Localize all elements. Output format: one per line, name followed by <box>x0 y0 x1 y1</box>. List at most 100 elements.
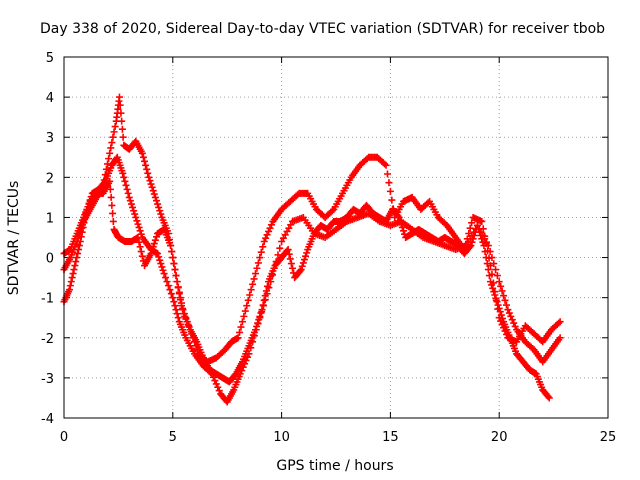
data-point <box>139 153 147 161</box>
data-point <box>111 123 119 131</box>
data-point <box>120 173 128 181</box>
data-point <box>508 316 516 324</box>
data-point <box>149 187 157 195</box>
data-point <box>556 334 564 342</box>
data-point <box>214 383 222 391</box>
data-point <box>482 254 490 262</box>
data-point <box>284 246 292 254</box>
data-point <box>483 260 491 268</box>
data-point <box>300 256 308 264</box>
data-point <box>149 243 157 251</box>
data-point <box>151 193 159 201</box>
data-point <box>259 301 267 309</box>
data-point <box>145 173 153 181</box>
data-point <box>250 275 258 283</box>
data-point <box>133 217 141 225</box>
data-point <box>154 200 162 208</box>
data-point <box>124 189 132 197</box>
data-point <box>107 144 115 152</box>
data-point <box>163 278 171 286</box>
series-tbob-track-c <box>60 177 553 402</box>
data-point <box>302 252 310 260</box>
data-point <box>121 177 129 185</box>
data-point <box>108 139 116 147</box>
data-point <box>256 312 264 320</box>
data-point <box>328 207 336 215</box>
data-point <box>254 319 262 327</box>
data-point <box>212 380 220 388</box>
data-point <box>481 248 489 256</box>
data-point <box>396 217 404 225</box>
y-tick-label: 3 <box>46 131 54 146</box>
data-point <box>467 242 475 250</box>
data-point <box>152 233 160 241</box>
data-point <box>73 254 81 262</box>
data-point <box>130 207 138 215</box>
data-point <box>486 278 494 286</box>
data-point <box>244 296 252 304</box>
data-point <box>74 250 82 258</box>
data-point <box>241 307 249 315</box>
x-tick-label: 20 <box>491 430 508 445</box>
x-tick-label: 0 <box>60 430 68 445</box>
data-point <box>480 242 488 250</box>
data-point <box>215 387 223 395</box>
data-point <box>243 302 251 310</box>
x-axis-label: GPS time / hours <box>276 458 393 474</box>
data-point <box>287 260 295 268</box>
data-point <box>492 266 500 274</box>
data-point <box>504 306 512 314</box>
data-point <box>168 248 176 256</box>
data-point <box>253 322 261 330</box>
y-tick-label: -1 <box>41 292 54 307</box>
data-point <box>462 240 470 248</box>
data-point <box>170 260 178 268</box>
data-point <box>394 212 402 220</box>
data-point <box>104 160 112 168</box>
data-point <box>160 270 168 278</box>
data-point <box>169 294 177 302</box>
data-point <box>136 243 144 251</box>
data-point <box>266 224 274 232</box>
data-point <box>493 272 501 280</box>
data-point <box>470 231 478 239</box>
data-point <box>556 318 564 326</box>
data-point <box>238 318 246 326</box>
data-point <box>148 246 156 254</box>
data-point <box>381 160 389 168</box>
data-point <box>492 294 500 302</box>
axis-ticks: 0 5 10 15 20 25 -4 -3 -2 -1 0 1 2 3 4 5 <box>41 51 616 445</box>
data-point <box>125 193 133 201</box>
data-point <box>137 248 145 256</box>
data-point <box>101 171 109 179</box>
data-point <box>473 221 481 229</box>
data-point <box>491 291 499 299</box>
data-point <box>236 328 244 336</box>
data-point <box>109 209 117 217</box>
data-point <box>70 266 78 274</box>
data-point <box>466 224 474 232</box>
data-point <box>118 125 126 133</box>
data-point <box>298 262 306 270</box>
y-tick-label: 0 <box>46 252 54 267</box>
data-point <box>107 193 115 201</box>
data-point <box>122 181 130 189</box>
data-point <box>151 236 159 244</box>
data-point <box>174 283 182 291</box>
data-point <box>106 185 114 193</box>
data-point <box>475 225 483 233</box>
y-tick-label: 1 <box>46 211 54 226</box>
data-point <box>469 235 477 243</box>
x-tick-label: 5 <box>169 430 177 445</box>
data-point <box>234 334 242 342</box>
data-point <box>167 290 175 298</box>
data-point <box>498 314 506 322</box>
data-point <box>173 310 181 318</box>
data-point <box>115 93 123 101</box>
grid-lines <box>64 57 608 418</box>
data-point <box>173 278 181 286</box>
data-point <box>265 227 273 235</box>
data-point <box>156 207 164 215</box>
data-point <box>138 149 146 157</box>
data-point <box>488 281 496 289</box>
